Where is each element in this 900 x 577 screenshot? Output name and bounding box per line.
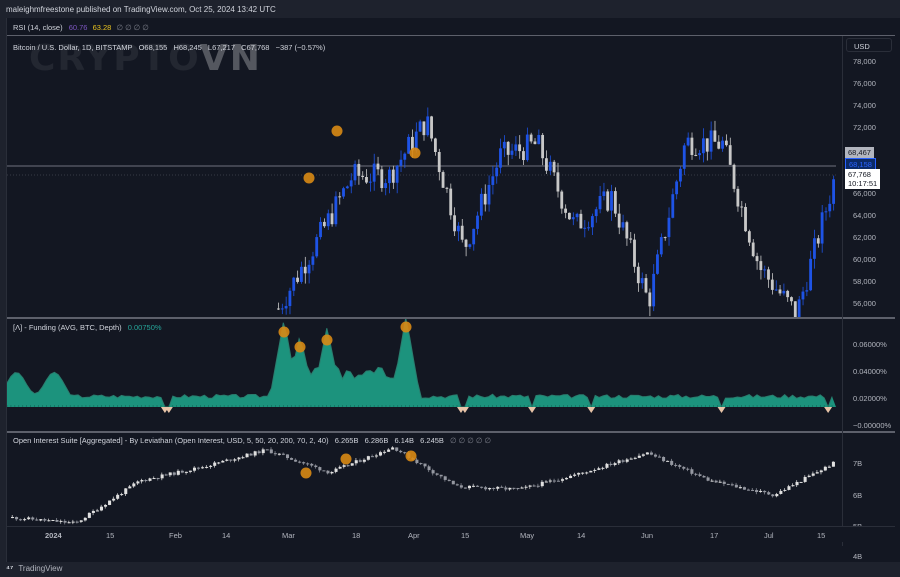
funding-y-tick: 0.02000% (853, 394, 887, 403)
oi-na-icons: ∅ ∅ ∅ ∅ ∅ (450, 436, 492, 445)
last-price: 67,768 (848, 170, 871, 179)
time-axis[interactable]: 2024 15 Feb 14 Mar 18 Apr 15 May 14 Jun … (7, 526, 895, 542)
watermark: CRYPTOVN (29, 38, 262, 79)
publish-line: maleighmfreestone published on TradingVi… (6, 5, 276, 14)
main-legend[interactable]: Bitcoin / U.S. Dollar, 1D, BITSTAMP O68,… (13, 43, 329, 52)
time-tick: 17 (710, 531, 719, 540)
oi-label: Open Interest Suite [Aggregated] - By Le… (13, 436, 329, 445)
time-tick: 2024 (45, 531, 62, 540)
y-tick: 58,000 (853, 277, 876, 286)
price-axis[interactable]: USD 78,000 76,000 74,000 72,000 66,000 6… (842, 36, 895, 561)
y-tick: 64,000 (853, 211, 876, 220)
y-tick: 60,000 (853, 255, 876, 264)
y-tick: 76,000 (853, 79, 876, 88)
chart-area[interactable]: RSI (14, close) 60.76 63.28 ∅ ∅ ∅ ∅ CRYP… (6, 18, 900, 562)
funding-y-tick: −0.00000% (853, 421, 892, 430)
funding-legend[interactable]: [Λ] - Funding (AVG, BTC, Depth) 0.00750% (13, 323, 166, 332)
currency-button[interactable]: USD (846, 38, 892, 52)
time-tick: May (520, 531, 535, 540)
pane-separator[interactable] (7, 317, 895, 319)
funding-value: 0.00750% (127, 323, 162, 332)
oi-y-tick: 7B (853, 459, 863, 468)
rsi-value-2: 63.28 (92, 23, 112, 32)
y-tick: 78,000 (853, 57, 876, 66)
ohlc-high: H68,245 (173, 43, 202, 52)
ohlc-open: O68,155 (138, 43, 168, 52)
publish-header: maleighmfreestone published on TradingVi… (0, 0, 900, 18)
time-tick: Mar (282, 531, 295, 540)
rsi-label: RSI (14, close) (13, 23, 63, 32)
ohlc-change: −387 (−0.57%) (275, 43, 326, 52)
oi-value-2: 6.286B (364, 436, 389, 445)
rsi-value-1: 60.76 (68, 23, 88, 32)
time-tick: Jun (641, 531, 654, 540)
funding-y-tick: 0.04000% (853, 367, 887, 376)
funding-chart[interactable] (7, 319, 836, 431)
oi-chart[interactable] (7, 433, 836, 526)
rsi-legend[interactable]: RSI (14, close) 60.76 63.28 ∅ ∅ ∅ ∅ (7, 18, 895, 36)
price-tag-high: 68,467 (845, 147, 874, 158)
oi-y-tick: 6B (853, 491, 863, 500)
time-tick: 18 (352, 531, 361, 540)
time-tick: Jul (764, 531, 774, 540)
y-tick: 62,000 (853, 233, 876, 242)
time-tick: Apr (408, 531, 420, 540)
tradingview-logo-icon: ⁴⁷ (6, 564, 14, 573)
y-tick: 66,000 (853, 189, 876, 198)
oi-legend[interactable]: Open Interest Suite [Aggregated] - By Le… (13, 436, 495, 445)
time-tick: 14 (577, 531, 586, 540)
ohlc-close: C67,768 (241, 43, 270, 52)
price-chart[interactable] (7, 36, 836, 318)
y-tick: 72,000 (853, 123, 876, 132)
footer-brand: TradingView (18, 564, 63, 573)
funding-label: [Λ] - Funding (AVG, BTC, Depth) (13, 323, 122, 332)
y-tick: 56,000 (853, 299, 876, 308)
time-tick: 15 (461, 531, 470, 540)
oi-value-1: 6.265B (334, 436, 359, 445)
time-tick: 15 (817, 531, 826, 540)
price-tag-last: 67,768 10:17:51 (845, 169, 881, 189)
time-tick: 14 (222, 531, 231, 540)
ohlc-low: L67,217 (207, 43, 236, 52)
time-tick: Feb (169, 531, 182, 540)
symbol-label: Bitcoin / U.S. Dollar, 1D, BITSTAMP (13, 43, 133, 52)
footer: ⁴⁷ TradingView (0, 562, 900, 577)
funding-y-tick: 0.06000% (853, 340, 887, 349)
bar-countdown: 10:17:51 (848, 179, 878, 188)
oi-y-tick: 4B (853, 552, 863, 561)
pane-separator[interactable] (7, 431, 895, 433)
rsi-na-icons: ∅ ∅ ∅ ∅ (116, 23, 149, 32)
oi-value-4: 6.245B (420, 436, 444, 445)
oi-value-3: 6.14B (394, 436, 415, 445)
y-tick: 74,000 (853, 101, 876, 110)
time-tick: 15 (106, 531, 115, 540)
